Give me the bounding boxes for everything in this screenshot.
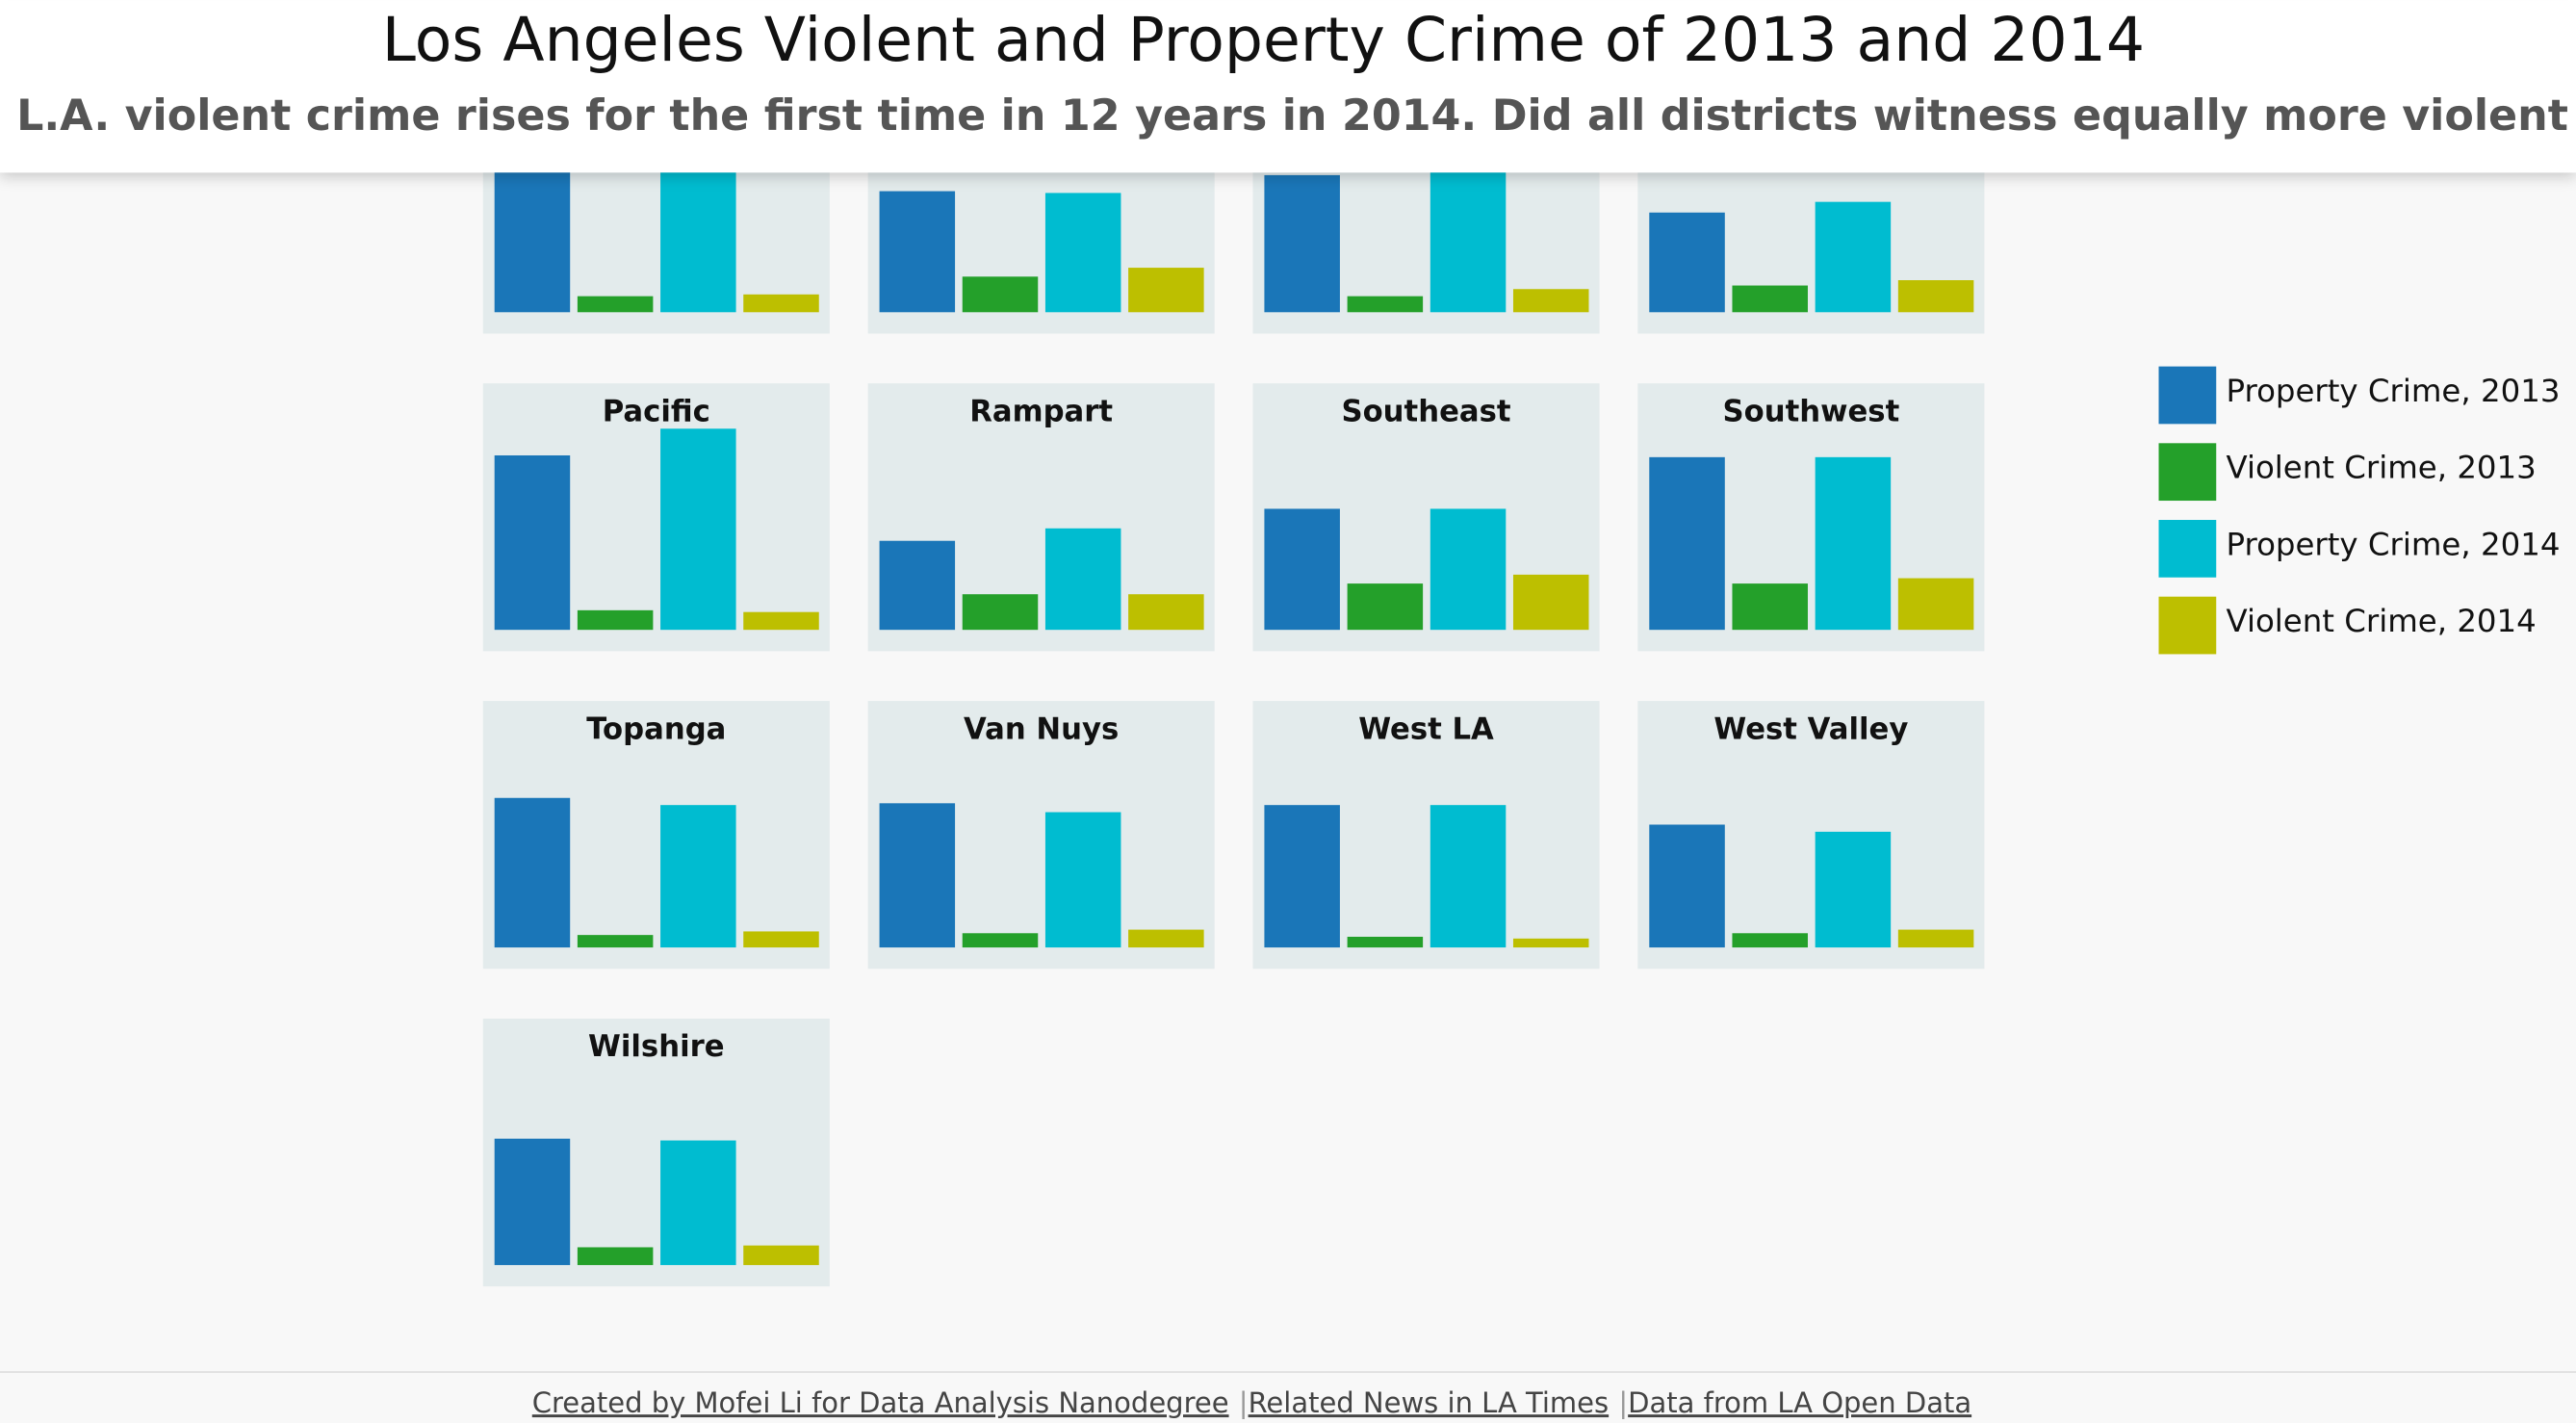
chart-subtitle: L.A. violent crime rises for the first t… — [16, 91, 2576, 141]
bar — [743, 611, 819, 631]
panel-title: Pacific — [603, 394, 710, 428]
district-panel: Topanga — [482, 701, 830, 970]
footer-link[interactable]: Data from LA Open Data — [1628, 1386, 1971, 1419]
district-panel: West Valley — [1637, 701, 1985, 970]
legend-swatch — [2158, 520, 2217, 578]
bar — [1264, 508, 1340, 631]
bar — [1512, 289, 1589, 313]
bar — [1512, 938, 1589, 948]
bar — [660, 428, 736, 631]
chart-title: Los Angeles Violent and Property Crime o… — [382, 4, 2145, 75]
district-panel: Rampart — [867, 383, 1215, 652]
bar — [1044, 528, 1121, 631]
bar — [1264, 174, 1340, 313]
bar — [879, 803, 956, 948]
bar — [1512, 574, 1589, 631]
bar — [879, 191, 956, 313]
bar — [1430, 805, 1507, 948]
bar — [1815, 201, 1892, 313]
panel-title: West LA — [1358, 712, 1494, 746]
district-panel: Wilshire — [482, 1018, 830, 1287]
district-panel: Southwest — [1637, 383, 1985, 652]
bar — [494, 797, 571, 948]
bar — [1732, 583, 1808, 631]
panel-title: Southwest — [1723, 394, 1900, 428]
bar — [1815, 831, 1892, 948]
footer-text: Created by Mofei Li for Data Analysis Na… — [532, 1386, 1971, 1419]
bar — [660, 1140, 736, 1265]
bar — [743, 294, 819, 313]
bar — [1897, 929, 1974, 948]
header — [0, 0, 2576, 173]
panel-title: Topanga — [586, 712, 726, 746]
bar — [1649, 456, 1725, 631]
bar — [1897, 280, 1974, 313]
bar — [1347, 296, 1424, 313]
bar — [743, 931, 819, 948]
bar — [743, 1245, 819, 1265]
bar — [1347, 936, 1424, 948]
bar — [1649, 824, 1725, 948]
legend-label: Property Crime, 2014 — [2226, 526, 2560, 562]
footer-link[interactable]: Related News in LA Times — [1249, 1386, 1610, 1419]
bar — [1128, 594, 1204, 631]
district-panel: Van Nuys — [867, 701, 1215, 970]
bar — [1044, 812, 1121, 948]
footer: Created by Mofei Li for Data Analysis Na… — [532, 1386, 1971, 1419]
legend-label: Violent Crime, 2014 — [2226, 603, 2536, 639]
panel-title: West Valley — [1713, 712, 1908, 746]
bar — [1732, 285, 1808, 313]
panel-title: Rampart — [969, 394, 1113, 428]
bar — [1815, 456, 1892, 631]
panel-title: Wilshire — [588, 1029, 725, 1064]
footer-link[interactable]: Created by Mofei Li for Data Analysis Na… — [532, 1386, 1229, 1419]
bar — [1044, 193, 1121, 313]
bar — [1649, 212, 1725, 313]
legend-swatch — [2158, 596, 2217, 655]
bar — [962, 933, 1039, 948]
bar — [577, 296, 654, 313]
legend-swatch — [2158, 443, 2217, 502]
bar — [1128, 929, 1204, 948]
legend: Property Crime, 2013 Violent Crime, 2013 P… — [2158, 366, 2560, 655]
bar — [1264, 805, 1340, 948]
district-panel: Pacific — [482, 383, 830, 652]
bar — [879, 540, 956, 631]
bar — [962, 594, 1039, 631]
bar — [1347, 583, 1424, 631]
bar — [1128, 268, 1204, 313]
bar — [577, 609, 654, 631]
bar — [660, 805, 736, 948]
panel-title: Southeast — [1341, 394, 1510, 428]
bar — [1430, 508, 1507, 631]
bar — [1897, 578, 1974, 631]
footer-separator: | — [1239, 1386, 1249, 1419]
bar — [577, 935, 654, 948]
bar — [962, 276, 1039, 313]
district-panel: West LA — [1252, 701, 1600, 970]
footer-separator: | — [1618, 1386, 1628, 1419]
legend-label: Property Crime, 2013 — [2226, 373, 2560, 409]
legend-label: Violent Crime, 2013 — [2226, 450, 2536, 486]
legend-swatch — [2158, 366, 2217, 425]
bar — [1430, 169, 1507, 313]
panel-title: Van Nuys — [964, 712, 1119, 746]
bar — [494, 1138, 571, 1265]
bar — [577, 1247, 654, 1265]
district-panel: Southeast — [1252, 383, 1600, 652]
bar — [494, 454, 571, 631]
bar — [1732, 933, 1808, 948]
